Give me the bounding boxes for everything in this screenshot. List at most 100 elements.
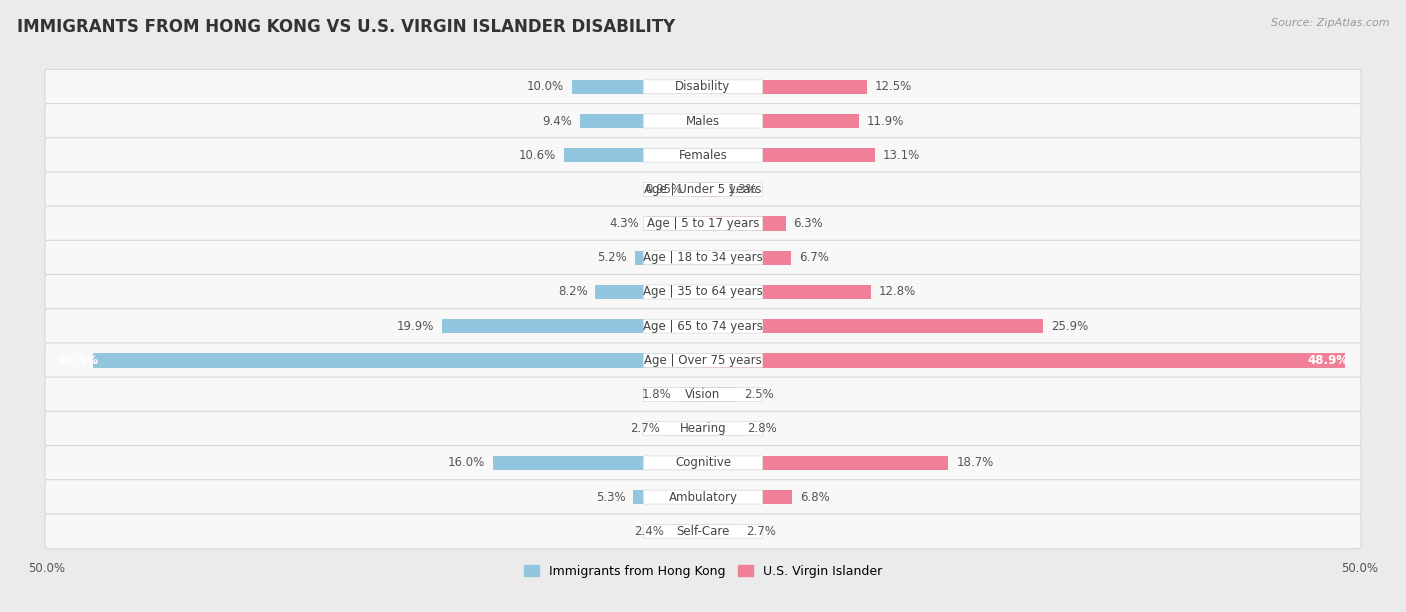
- Bar: [647, 217, 703, 231]
- Text: Cognitive: Cognitive: [675, 457, 731, 469]
- FancyBboxPatch shape: [45, 138, 1361, 173]
- Text: 2.7%: 2.7%: [630, 422, 659, 435]
- Text: Vision: Vision: [685, 388, 721, 401]
- FancyBboxPatch shape: [45, 172, 1361, 207]
- Bar: [634, 490, 703, 504]
- FancyBboxPatch shape: [644, 148, 762, 162]
- Text: 0.95%: 0.95%: [645, 183, 683, 196]
- Text: Disability: Disability: [675, 80, 731, 94]
- Text: 1.8%: 1.8%: [641, 388, 672, 401]
- Text: 48.9%: 48.9%: [1308, 354, 1348, 367]
- Legend: Immigrants from Hong Kong, U.S. Virgin Islander: Immigrants from Hong Kong, U.S. Virgin I…: [519, 560, 887, 583]
- Bar: [690, 182, 703, 196]
- FancyBboxPatch shape: [644, 456, 762, 470]
- Text: Age | Under 5 years: Age | Under 5 years: [644, 183, 762, 196]
- Text: Self-Care: Self-Care: [676, 524, 730, 538]
- FancyBboxPatch shape: [45, 308, 1361, 343]
- FancyBboxPatch shape: [45, 69, 1361, 104]
- Bar: [441, 319, 703, 334]
- Text: 12.5%: 12.5%: [875, 80, 912, 94]
- FancyBboxPatch shape: [45, 206, 1361, 241]
- FancyBboxPatch shape: [644, 422, 762, 436]
- FancyBboxPatch shape: [644, 251, 762, 265]
- Bar: [703, 456, 949, 470]
- FancyBboxPatch shape: [45, 343, 1361, 378]
- FancyBboxPatch shape: [45, 446, 1361, 480]
- FancyBboxPatch shape: [644, 319, 762, 333]
- Text: Age | 18 to 34 years: Age | 18 to 34 years: [643, 252, 763, 264]
- Text: 2.7%: 2.7%: [747, 524, 776, 538]
- Text: 10.6%: 10.6%: [519, 149, 555, 162]
- FancyBboxPatch shape: [644, 524, 762, 539]
- FancyBboxPatch shape: [644, 217, 762, 231]
- Bar: [703, 148, 875, 162]
- Text: Females: Females: [679, 149, 727, 162]
- Bar: [703, 353, 1344, 368]
- Text: 12.8%: 12.8%: [879, 285, 917, 299]
- Text: Age | Over 75 years: Age | Over 75 years: [644, 354, 762, 367]
- Text: 10.0%: 10.0%: [527, 80, 564, 94]
- FancyBboxPatch shape: [45, 241, 1361, 275]
- FancyBboxPatch shape: [45, 377, 1361, 412]
- FancyBboxPatch shape: [644, 285, 762, 299]
- Text: 5.2%: 5.2%: [598, 252, 627, 264]
- Bar: [703, 490, 792, 504]
- Bar: [703, 250, 792, 265]
- FancyBboxPatch shape: [45, 411, 1361, 446]
- Text: 13.1%: 13.1%: [883, 149, 920, 162]
- Bar: [703, 524, 738, 539]
- Text: 8.2%: 8.2%: [558, 285, 588, 299]
- Text: 25.9%: 25.9%: [1050, 319, 1088, 333]
- Text: 1.3%: 1.3%: [728, 183, 758, 196]
- FancyBboxPatch shape: [644, 353, 762, 367]
- Text: IMMIGRANTS FROM HONG KONG VS U.S. VIRGIN ISLANDER DISABILITY: IMMIGRANTS FROM HONG KONG VS U.S. VIRGIN…: [17, 18, 675, 36]
- Text: 46.5%: 46.5%: [58, 354, 98, 367]
- Bar: [703, 422, 740, 436]
- Bar: [595, 285, 703, 299]
- Text: Source: ZipAtlas.com: Source: ZipAtlas.com: [1271, 18, 1389, 28]
- Text: 6.8%: 6.8%: [800, 491, 830, 504]
- FancyBboxPatch shape: [45, 480, 1361, 515]
- FancyBboxPatch shape: [45, 275, 1361, 310]
- Text: Age | 65 to 74 years: Age | 65 to 74 years: [643, 319, 763, 333]
- Bar: [703, 319, 1043, 334]
- FancyBboxPatch shape: [644, 490, 762, 504]
- Bar: [703, 80, 868, 94]
- Text: Hearing: Hearing: [679, 422, 727, 435]
- Text: Males: Males: [686, 114, 720, 127]
- Text: 16.0%: 16.0%: [449, 457, 485, 469]
- Bar: [494, 456, 703, 470]
- FancyBboxPatch shape: [644, 182, 762, 196]
- Bar: [679, 387, 703, 401]
- Bar: [564, 148, 703, 162]
- Bar: [703, 285, 870, 299]
- Text: 6.7%: 6.7%: [799, 252, 828, 264]
- Text: 4.3%: 4.3%: [609, 217, 638, 230]
- Text: 19.9%: 19.9%: [396, 319, 434, 333]
- Text: 2.8%: 2.8%: [748, 422, 778, 435]
- Text: Ambulatory: Ambulatory: [668, 491, 738, 504]
- Text: 11.9%: 11.9%: [868, 114, 904, 127]
- FancyBboxPatch shape: [45, 514, 1361, 549]
- Bar: [703, 387, 735, 401]
- Bar: [634, 250, 703, 265]
- Bar: [703, 182, 720, 196]
- Text: 5.3%: 5.3%: [596, 491, 626, 504]
- Text: 9.4%: 9.4%: [541, 114, 572, 127]
- Bar: [572, 80, 703, 94]
- Text: 18.7%: 18.7%: [956, 457, 994, 469]
- FancyBboxPatch shape: [45, 103, 1361, 138]
- FancyBboxPatch shape: [644, 80, 762, 94]
- Text: 2.4%: 2.4%: [634, 524, 664, 538]
- FancyBboxPatch shape: [644, 387, 762, 401]
- Bar: [703, 114, 859, 128]
- Bar: [668, 422, 703, 436]
- Text: 6.3%: 6.3%: [793, 217, 824, 230]
- Bar: [672, 524, 703, 539]
- Bar: [703, 217, 786, 231]
- Text: 2.5%: 2.5%: [744, 388, 773, 401]
- Bar: [93, 353, 703, 368]
- Text: Age | 5 to 17 years: Age | 5 to 17 years: [647, 217, 759, 230]
- Text: Age | 35 to 64 years: Age | 35 to 64 years: [643, 285, 763, 299]
- Bar: [579, 114, 703, 128]
